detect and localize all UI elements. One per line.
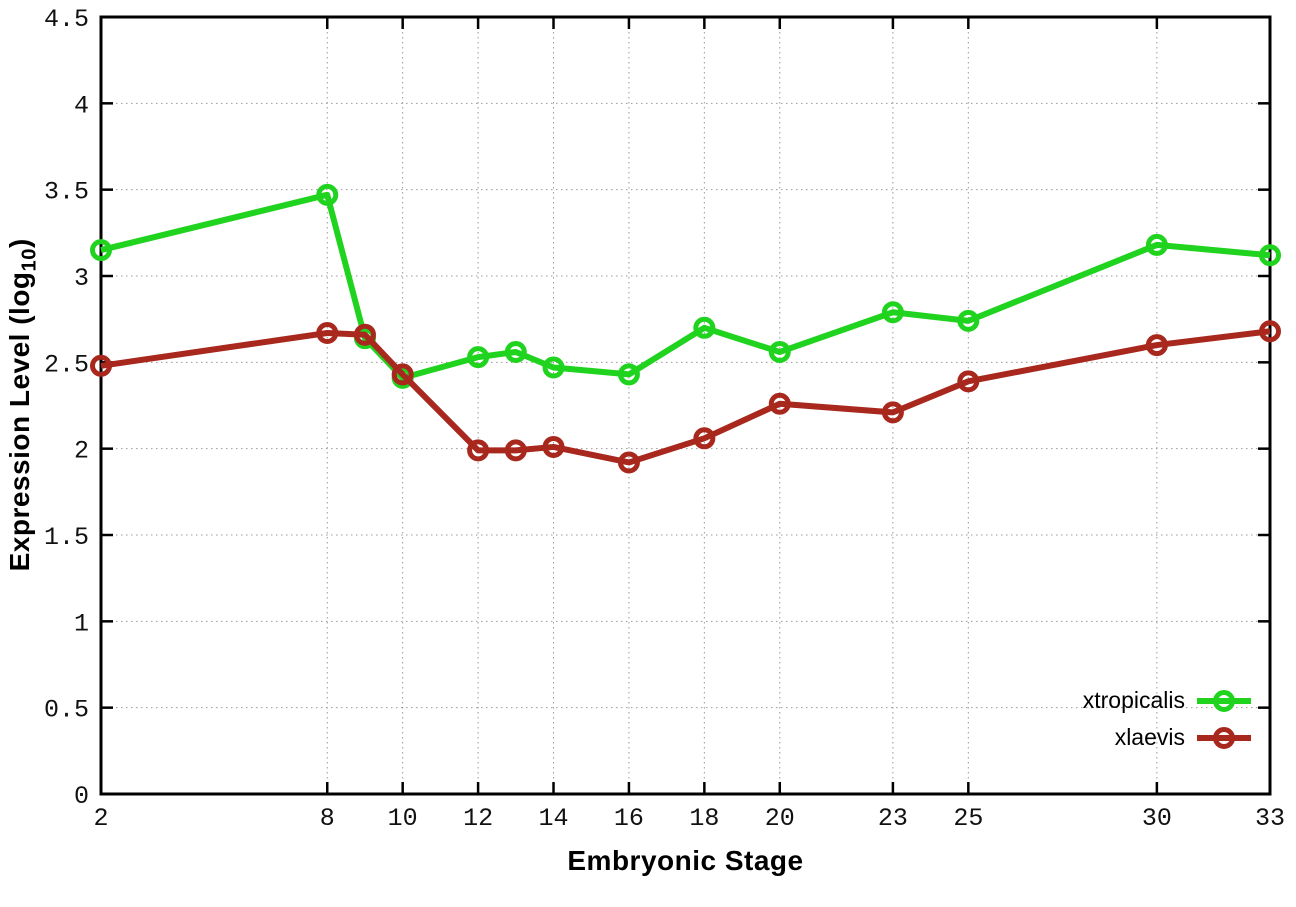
data-point-xlaevis	[542, 435, 565, 458]
x-tick-label: 18	[689, 804, 719, 833]
series-xlaevis	[90, 320, 1281, 474]
data-point-xlaevis	[90, 354, 112, 377]
axis-ticks	[99, 15, 1272, 796]
data-point-xtropicalis	[768, 340, 791, 363]
x-tick-label: 23	[878, 804, 908, 833]
data-point-xtropicalis	[542, 356, 565, 379]
x-tick-labels: 2 8 10 12 14 16 18 20 23 25 30 33	[93, 804, 1285, 833]
data-point-xtropicalis	[316, 183, 339, 206]
x-tick-label: 30	[1142, 804, 1172, 833]
data-point-xlaevis	[1145, 334, 1168, 357]
x-tick-label: 16	[614, 804, 644, 833]
legend-marker-xtropicalis	[1197, 689, 1251, 712]
data-point-xtropicalis	[957, 309, 980, 332]
data-point-xtropicalis	[881, 301, 904, 324]
data-point-xlaevis	[391, 363, 414, 386]
data-point-xlaevis	[881, 401, 904, 424]
x-tick-label: 2	[93, 804, 108, 833]
legend-entry-xlaevis: xlaevis	[1115, 719, 1253, 756]
y-tick-label: 4	[74, 91, 89, 120]
data-point-xlaevis	[768, 392, 791, 415]
data-point-xtropicalis	[617, 363, 640, 386]
x-tick-label: 25	[953, 804, 983, 833]
x-tick-label: 12	[463, 804, 493, 833]
data-point-xtropicalis	[90, 239, 112, 262]
y-tick-label: 3.5	[44, 178, 89, 207]
legend-entry-xtropicalis: xtropicalis	[1083, 682, 1253, 719]
data-point-xlaevis	[617, 451, 640, 474]
x-tick-label: 10	[388, 804, 418, 833]
y-tick-label: 0	[74, 782, 89, 811]
series-line-xlaevis	[100, 328, 1271, 466]
x-tick-label: 33	[1255, 804, 1285, 833]
series-line-xtropicalis	[100, 191, 1271, 381]
x-tick-label: 8	[320, 804, 335, 833]
data-point-xtropicalis	[504, 340, 527, 363]
y-tick-label: 2	[74, 437, 89, 466]
data-point-xtropicalis	[1259, 244, 1281, 267]
grid	[100, 16, 1271, 795]
x-axis-label: Embryonic Stage	[567, 845, 804, 876]
legend: xtropicalis xlaevis	[1083, 682, 1253, 756]
data-point-xlaevis	[693, 427, 716, 450]
legend-label-xtropicalis: xtropicalis	[1082, 687, 1185, 713]
y-tick-label: 1.5	[44, 523, 89, 552]
data-point-xtropicalis	[467, 346, 490, 369]
data-point-xlaevis	[316, 321, 339, 344]
data-point-xlaevis	[467, 439, 490, 462]
y-tick-label: 4.5	[44, 5, 89, 34]
y-tick-label: 3	[74, 264, 89, 293]
x-tick-label: 14	[539, 804, 569, 833]
data-point-xlaevis	[1259, 320, 1281, 343]
y-tick-label: 1	[74, 609, 89, 638]
legend-marker-xlaevis	[1197, 726, 1251, 749]
plot-border	[99, 15, 1272, 796]
data-point-xtropicalis	[1145, 233, 1168, 256]
data-point-xlaevis	[353, 323, 376, 346]
data-point-xtropicalis	[693, 316, 716, 339]
data-point-xlaevis	[957, 370, 980, 393]
legend-label-xlaevis: xlaevis	[1114, 724, 1185, 750]
y-tick-label: 2.5	[44, 350, 89, 379]
y-tick-label: 0.5	[44, 696, 89, 725]
data-point-xlaevis	[504, 439, 527, 462]
x-tick-label: 20	[765, 804, 795, 833]
y-tick-labels: 0 0.5 1 1.5 2 2.5 3 3.5 4 4.5	[44, 5, 89, 811]
